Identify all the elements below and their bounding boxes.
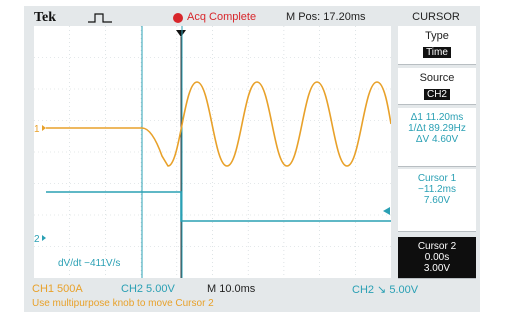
ch1-marker: 1 — [34, 124, 40, 135]
cursor-2-button[interactable]: Cursor 2 0.00s 3.00V — [398, 237, 476, 279]
ch2-waveform — [46, 191, 391, 222]
brand-logo: Tek — [34, 10, 57, 25]
source-button[interactable]: Source CH2 — [398, 68, 476, 105]
pulse-icon — [88, 13, 112, 23]
cursor-readout: Δ1 11.20ms 1/Δt 89.29Hz ΔV 4.60V — [398, 108, 476, 167]
menu-title: CURSOR — [412, 11, 460, 23]
acquisition-status-icon — [173, 13, 183, 23]
acquisition-status: Acq Complete — [187, 11, 257, 23]
trigger-level-marker — [383, 207, 390, 215]
cursor-1-volt: 7.60V — [423, 195, 451, 206]
cursor-1-time: −11.2ms — [418, 184, 456, 195]
cursor-2-time: 0.00s — [424, 252, 450, 263]
horizontal-position: M Pos: 17.20ms — [286, 11, 366, 23]
delta-voltage: ΔV 4.60V — [415, 134, 459, 145]
ch1-ground-arrow — [42, 125, 46, 131]
oscilloscope-display: Tek Acq Complete M Pos: 17.20ms 1 — [24, 6, 480, 312]
delta-time: Δ1 11.20ms — [410, 112, 464, 123]
ch1-scale: CH1 500A — [32, 283, 83, 295]
ch2-ground-arrow — [42, 235, 46, 241]
ch1-waveform — [46, 81, 391, 167]
hint-message: Use multipurpose knob to move Cursor 2 — [32, 298, 214, 309]
cursor-menu: CURSOR Type Time Source CH2 Δ1 11.20ms 1… — [396, 11, 478, 279]
source-label: Source — [419, 72, 455, 84]
type-label: Type — [425, 30, 449, 42]
cursor-2-volt: 3.00V — [423, 263, 451, 274]
waveform-graticule: 1 2 dV/dt −411V/s — [34, 26, 391, 278]
type-button[interactable]: Type Time — [398, 26, 476, 65]
ch2-marker: 2 — [34, 234, 40, 245]
type-value: Time — [423, 47, 451, 58]
timebase: M 10.0ms — [207, 283, 256, 295]
cursor-1-button[interactable]: Cursor 1 −11.2ms 7.60V — [398, 169, 476, 232]
dvdt-readout: dV/dt −411V/s — [58, 258, 120, 269]
source-value: CH2 — [423, 89, 450, 100]
inverse-delta-time: 1/Δt 89.29Hz — [408, 123, 466, 134]
cursor-2-label: Cursor 2 — [417, 241, 457, 252]
cursor-1-label: Cursor 1 — [417, 173, 457, 184]
ch2-scale: CH2 5.00V — [121, 283, 175, 295]
trigger-readout: CH2 ↘ 5.00V — [352, 284, 419, 296]
trigger-position-marker — [176, 30, 186, 37]
